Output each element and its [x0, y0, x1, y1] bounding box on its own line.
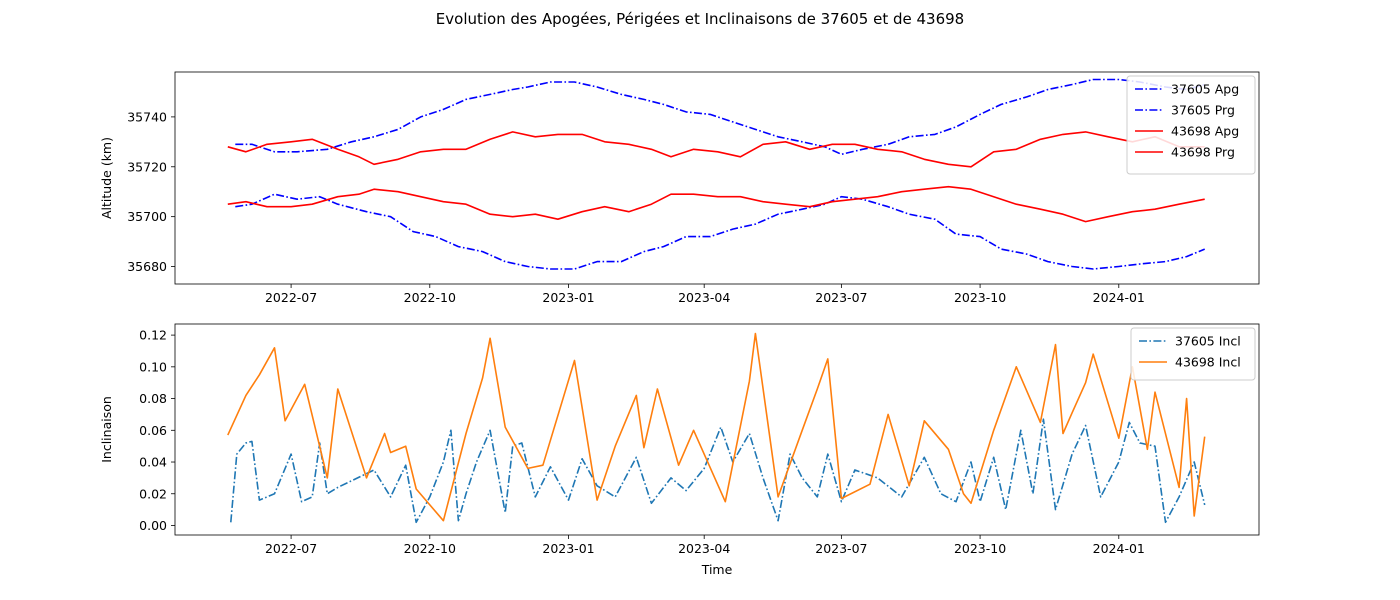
- figure-title: Evolution des Apogées, Périgées et Incli…: [436, 10, 964, 28]
- y-tick-label: 0.06: [139, 423, 167, 438]
- y-axis-label: Inclinaison: [99, 396, 114, 463]
- x-axis-label: Time: [701, 562, 733, 577]
- x-tick-label: 2022-10: [404, 290, 456, 305]
- x-tick-label: 2023-07: [815, 290, 867, 305]
- legend-label-37605-incl: 37605 Incl: [1175, 334, 1241, 349]
- altitude-legend: 37605 Apg 37605 Prg 43698 Apg 43698 Prg: [1126, 75, 1256, 175]
- series-line-43698-incl: [227, 332, 1206, 522]
- altitude-chart: 2022-07 2022-10 2023-01 2023-04 2023-07 2023-…: [99, 71, 1260, 305]
- y-axis-label: Altitude (km): [99, 137, 114, 219]
- series-line-43698-apg: [227, 131, 1205, 168]
- x-tick-label: 2023-10: [954, 290, 1006, 305]
- y-tick-label: 35680: [127, 259, 167, 274]
- y-tick-label: 0.04: [139, 455, 167, 470]
- y-tick-label: 0.10: [139, 359, 167, 374]
- series-line-43698-prg: [227, 185, 1205, 223]
- inclination-legend: 37605 Incl 43698 Incl: [1130, 327, 1256, 381]
- inclination-chart: 2022-07 2022-10 2023-01 2023-04 2023-07 2023-…: [99, 323, 1260, 577]
- inclination-series: [227, 332, 1206, 524]
- x-tick-label: 2024-01: [1093, 290, 1145, 305]
- x-tick-label: 2024-01: [1093, 541, 1145, 556]
- x-tick-label: 2023-10: [954, 541, 1006, 556]
- inclination-axes-frame: [174, 323, 1260, 536]
- x-tick-label: 2023-01: [542, 290, 594, 305]
- y-tick-label: 0.12: [139, 328, 167, 343]
- y-tick-label: 0.00: [139, 518, 167, 533]
- legend-label-43698-incl: 43698 Incl: [1175, 355, 1241, 370]
- legend-box: [1130, 327, 1256, 381]
- y-tick-label: 35720: [127, 159, 167, 174]
- y-tick-label: 0.02: [139, 486, 167, 501]
- series-line-37605-prg: [235, 193, 1206, 270]
- legend-box: [1126, 75, 1256, 175]
- legend-label-43698-prg: 43698 Prg: [1171, 145, 1235, 160]
- x-tick-label: 2023-01: [542, 541, 594, 556]
- y-tick-label: 35700: [127, 209, 167, 224]
- y-tick-label: 0.08: [139, 391, 167, 406]
- legend-label-37605-prg: 37605 Prg: [1171, 103, 1235, 118]
- x-tick-label: 2023-04: [678, 541, 730, 556]
- y-tick-label: 35740: [127, 109, 167, 124]
- series-line-37605-apg: [235, 78, 1205, 156]
- x-tick-label: 2023-04: [678, 290, 730, 305]
- x-tick-label: 2022-10: [404, 541, 456, 556]
- legend-label-37605-apg: 37605 Apg: [1171, 82, 1239, 97]
- legend-label-43698-apg: 43698 Apg: [1171, 124, 1239, 139]
- x-tick-label: 2022-07: [265, 290, 317, 305]
- altitude-axes-frame: [174, 71, 1260, 285]
- altitude-series: [227, 78, 1206, 270]
- x-tick-label: 2023-07: [815, 541, 867, 556]
- x-tick-label: 2022-07: [265, 541, 317, 556]
